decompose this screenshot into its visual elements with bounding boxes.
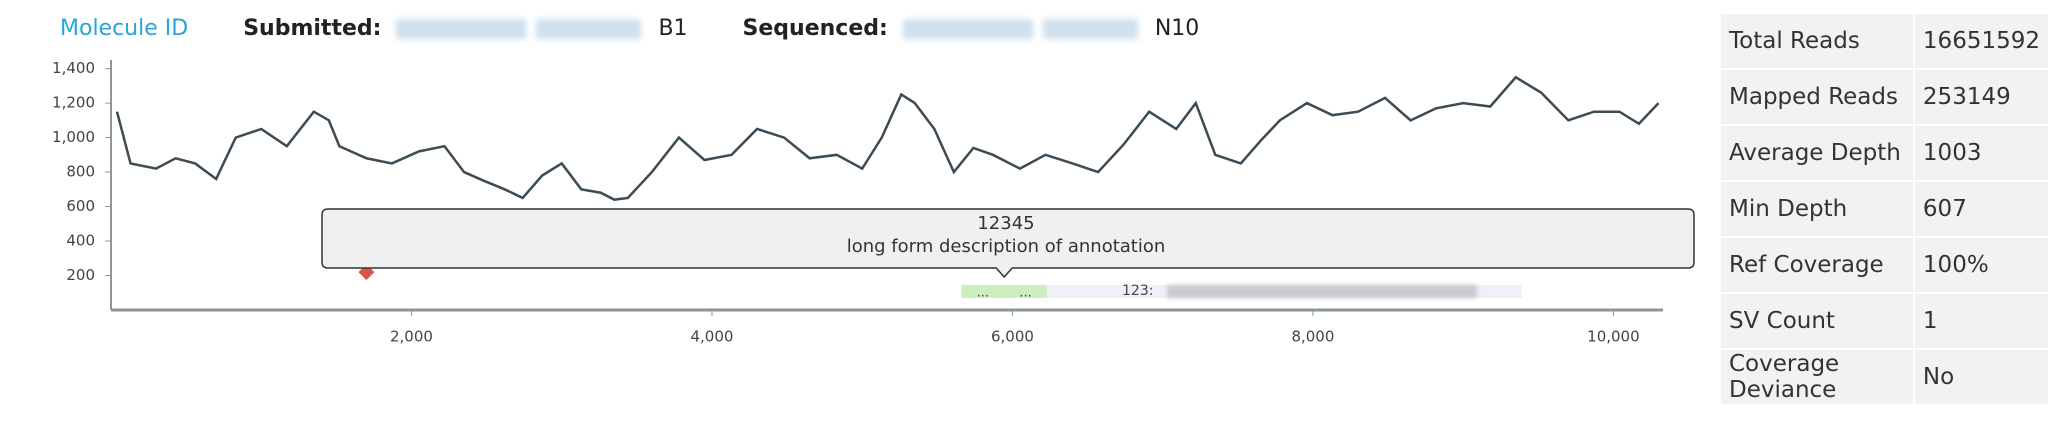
region-label: ... xyxy=(977,286,989,301)
redacted xyxy=(1167,285,1478,298)
stats-row: Average Depth 1003 xyxy=(1721,125,2048,182)
y-tick-label: 1,400 xyxy=(52,59,95,77)
tooltip-id: 12345 xyxy=(977,213,1034,234)
y-tick-label: 600 xyxy=(66,197,95,215)
stat-label: Ref Coverage xyxy=(1721,237,1915,294)
stats-row: Min Depth 607 xyxy=(1721,181,2048,238)
redacted xyxy=(902,19,1033,39)
sequenced-value: N10 xyxy=(1154,16,1200,41)
redacted xyxy=(396,19,527,39)
y-tick-label: 800 xyxy=(66,163,95,181)
tooltip xyxy=(321,208,1695,279)
stat-label: Total Reads xyxy=(1721,14,1915,70)
stat-label: Min Depth xyxy=(1721,181,1915,238)
chart: 200 400 600 800 1,000 1,200 1,400 2,000 4,000 6,0… xyxy=(52,59,1695,346)
sequenced-label: Sequenced: xyxy=(742,16,888,41)
coverage-line xyxy=(115,75,1660,201)
stats-table: Total Reads 16651592 Mapped Reads 253149 Ave… xyxy=(1721,14,2048,406)
submitted-label: Submitted: xyxy=(243,16,382,41)
stat-label: Coverage Deviance xyxy=(1721,349,1915,406)
stats-row: Total Reads 16651592 xyxy=(1721,14,2048,70)
region xyxy=(961,285,1048,298)
header: Molecule ID Submitted: B1 Sequenced: N10 xyxy=(60,16,1207,41)
y-tick-label: 1,200 xyxy=(52,94,95,112)
stats-row: Coverage Deviance No xyxy=(1721,349,2048,406)
stat-value: 1003 xyxy=(1913,125,2048,182)
stats-row: SV Count 1 xyxy=(1721,293,2048,350)
x-tick-label: 2,000 xyxy=(390,328,433,346)
stat-value: 1 xyxy=(1913,293,2048,350)
tooltip-description: long form description of annotation xyxy=(847,236,1166,257)
y-tick-label: 400 xyxy=(66,232,95,250)
stat-label: Average Depth xyxy=(1721,125,1915,182)
redacted xyxy=(536,19,642,39)
stat-value: 16651592 xyxy=(1913,14,2048,70)
redacted xyxy=(1042,19,1138,39)
x-tick-label: 8,000 xyxy=(1291,328,1334,346)
region-label: ... xyxy=(1019,286,1031,301)
stats-row: Ref Coverage 100% xyxy=(1721,237,2048,294)
stat-value: 607 xyxy=(1913,181,2048,238)
stat-label: Mapped Reads xyxy=(1721,69,1915,126)
molecule-id[interactable]: Molecule ID xyxy=(60,16,189,41)
stat-value: No xyxy=(1913,349,2048,406)
x-tick-label: 4,000 xyxy=(690,328,733,346)
y-tick-label: 200 xyxy=(66,266,95,284)
x-tick-label: 10,000 xyxy=(1587,328,1640,346)
submitted-value: B1 xyxy=(658,16,688,41)
stats-row: Mapped Reads 253149 xyxy=(1721,69,2048,126)
stat-label: SV Count xyxy=(1721,293,1915,350)
stat-value: 253149 xyxy=(1913,69,2048,126)
stat-value: 100% xyxy=(1913,237,2048,294)
y-tick-label: 1,000 xyxy=(52,128,95,146)
track-label: 123: xyxy=(1122,283,1153,299)
x-tick-label: 6,000 xyxy=(991,328,1034,346)
